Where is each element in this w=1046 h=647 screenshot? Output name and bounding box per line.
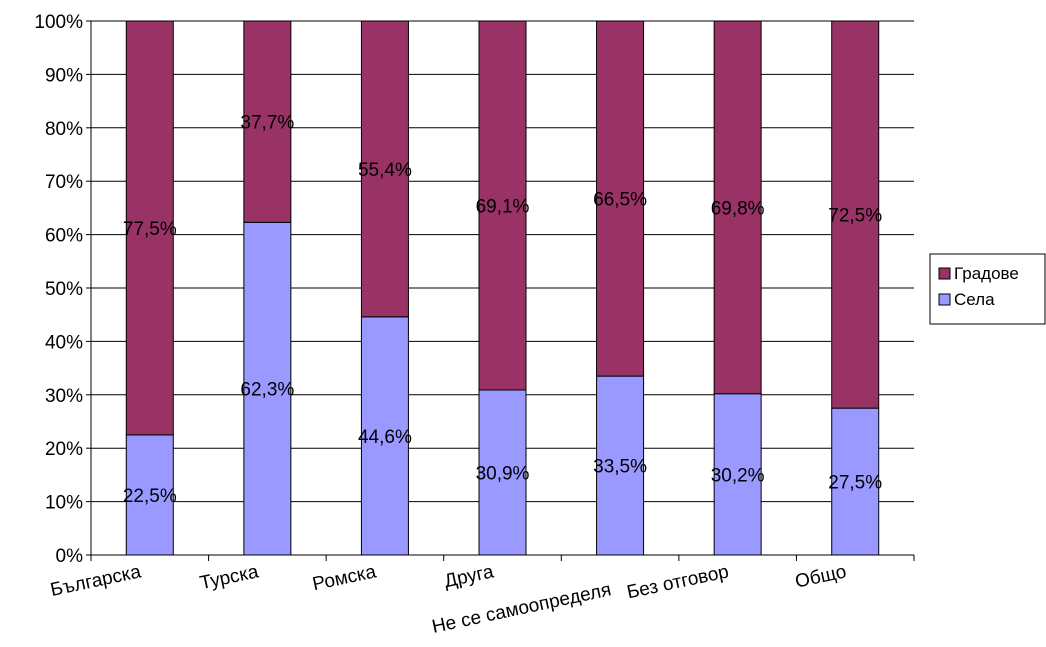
data-label: 37,7% <box>240 113 294 134</box>
bar-segment-gradove <box>478 20 527 391</box>
data-label: 77,5% <box>123 219 177 240</box>
y-tick-label: 90% <box>45 65 83 86</box>
bar-segment-sela <box>713 393 762 556</box>
bar-segment-gradove <box>831 20 880 409</box>
bar-segment-gradove <box>125 20 174 436</box>
data-label: 55,4% <box>358 160 412 181</box>
y-tick-label: 80% <box>45 119 83 140</box>
y-tick-label: 30% <box>45 386 83 407</box>
data-label: 22,5% <box>123 486 177 507</box>
bar-segment-gradove <box>243 20 292 223</box>
y-tick-label: 70% <box>45 172 83 193</box>
data-label: 44,6% <box>358 427 412 448</box>
x-category-label: Без отговор <box>625 561 731 603</box>
data-label: 69,8% <box>711 198 765 219</box>
legend-swatch <box>938 267 951 280</box>
x-category-label: Турска <box>198 561 261 594</box>
legend-swatch <box>938 293 951 306</box>
data-label: 72,5% <box>828 206 882 227</box>
bar-segment-sela <box>831 407 880 556</box>
y-tick-label: 100% <box>34 12 83 33</box>
data-label: 30,2% <box>711 465 765 486</box>
bar-segment-gradove <box>713 20 762 395</box>
data-labels: 22,5% 77,5% 62,3% 37,7% 44,6% 55,4% 30,9% 69,1%… <box>123 113 882 507</box>
x-category-label: Друга <box>442 561 496 592</box>
legend-label: Села <box>954 290 995 309</box>
y-tick-label: 20% <box>45 439 83 460</box>
bar-segment-gradove <box>596 20 645 377</box>
legend: Градове Села <box>929 253 1046 325</box>
bar-segment-sela <box>478 389 527 556</box>
bar-segment-sela <box>596 375 645 556</box>
legend-label: Градове <box>954 264 1019 283</box>
data-label: 66,5% <box>593 190 647 211</box>
data-label: 30,9% <box>476 463 530 484</box>
x-category-label: Българска <box>49 561 144 601</box>
bar-segment-gradove <box>360 20 409 318</box>
data-label: 69,1% <box>476 196 530 217</box>
y-tick-label: 0% <box>56 546 84 567</box>
data-label: 33,5% <box>593 457 647 478</box>
data-label: 27,5% <box>828 473 882 494</box>
x-category-label: Общо <box>793 561 848 592</box>
y-tick-label: 40% <box>45 332 83 353</box>
legend-box <box>929 253 1046 325</box>
y-tick-label: 10% <box>45 493 83 514</box>
bar-segment-sela <box>360 316 409 556</box>
y-tick-label: 50% <box>45 279 83 300</box>
y-tick-label: 60% <box>45 226 83 247</box>
x-category-label: Ромска <box>311 561 379 595</box>
data-label: 62,3% <box>240 380 294 401</box>
